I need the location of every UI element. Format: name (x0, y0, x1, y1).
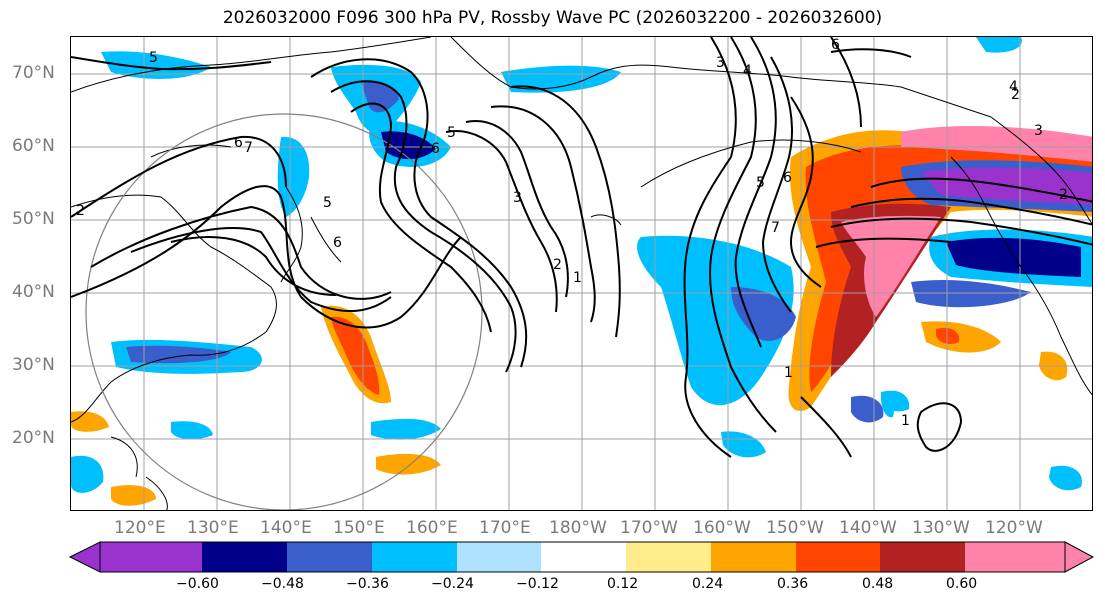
colorbar-tick-label: 0.12 (607, 576, 639, 592)
contour-label: 6 (783, 170, 792, 186)
colorbar-tick-label: −0.48 (261, 576, 304, 592)
colorbar-swatch (372, 542, 457, 572)
contour-label: 2 (1059, 187, 1068, 203)
colorbar-swatch (287, 542, 372, 572)
contour-label: 1 (784, 365, 793, 381)
colorbar-swatch (965, 542, 1065, 572)
lon-label: 140°E (260, 518, 312, 538)
contour-label: 6 (831, 37, 840, 53)
contour-labels: 5 6 7 5 6 5 6 3 2 1 3 4 5 6 7 1 1 2 3 4 … (76, 37, 1068, 429)
contour-label: 5 (149, 50, 158, 66)
lon-label: 170°W (620, 518, 678, 538)
colorbar (68, 541, 1095, 573)
lon-label: 170°E (479, 518, 531, 538)
colorbar-tick-label: 0.60 (946, 576, 978, 592)
lat-label: 20°N (12, 428, 55, 448)
colorbar-swatch (711, 542, 796, 572)
colorbar-swatch (880, 542, 965, 572)
contour-label: 4 (743, 63, 752, 79)
lon-label: 160°W (693, 518, 751, 538)
colorbar-tick-label: −0.36 (346, 576, 389, 592)
lat-label: 40°N (12, 282, 55, 302)
map-canvas: 5 6 7 5 6 5 6 3 2 1 3 4 5 6 7 1 1 2 3 4 … (71, 37, 1092, 510)
lon-label: 140°W (839, 518, 897, 538)
contour-label: 2 (1011, 87, 1020, 103)
contour-label: 4 (1009, 79, 1018, 95)
colorbar-swatch (202, 542, 287, 572)
pv-shading (71, 37, 1092, 506)
contour-label: 3 (1034, 123, 1043, 139)
contour-label: 7 (771, 220, 780, 236)
colorbar-tick-label: −0.60 (176, 576, 219, 592)
contour-label: 5 (323, 195, 332, 211)
colorbar-swatch (796, 542, 880, 572)
lat-label: 70°N (12, 63, 55, 83)
colorbar-tick-label: 0.24 (692, 576, 724, 592)
map-title: 2026032000 F096 300 hPa PV, Rossby Wave … (222, 8, 883, 28)
lat-label: 50°N (12, 209, 55, 229)
contour-label: 5 (447, 125, 456, 141)
contour-label: 6 (431, 141, 440, 157)
lat-label: 60°N (12, 136, 55, 156)
lon-label: 150°E (333, 518, 385, 538)
lon-label: 130°E (187, 518, 239, 538)
contour-label: 6 (234, 135, 243, 151)
contour-label: 3 (716, 55, 725, 71)
colorbar-min-arrow (68, 541, 101, 573)
colorbar-tick-label: −0.12 (516, 576, 559, 592)
colorbar-tick-label: 0.48 (862, 576, 894, 592)
colorbar-swatch (626, 542, 711, 572)
colorbar-max-arrow (1064, 541, 1095, 573)
contour-label: 2 (76, 203, 85, 219)
colorbar-tick-label: −0.24 (431, 576, 474, 592)
streamfunction-contours (71, 37, 1092, 458)
contour-label: 1 (573, 270, 582, 286)
lon-label: 120°E (114, 518, 166, 538)
lon-label: 160°E (406, 518, 458, 538)
lon-label: 150°W (766, 518, 824, 538)
contour-label: 3 (513, 190, 522, 206)
lon-label: 120°W (985, 518, 1043, 538)
map-panel: 5 6 7 5 6 5 6 3 2 1 3 4 5 6 7 1 1 2 3 4 … (70, 36, 1093, 511)
lon-label: 180°W (549, 518, 607, 538)
circle-outline (85, 113, 483, 510)
contour-label: 2 (553, 257, 562, 273)
colorbar-tick-label: 0.36 (777, 576, 809, 592)
contour-label: 5 (756, 175, 765, 191)
lon-label: 130°W (912, 518, 970, 538)
colorbar-swatch (457, 542, 541, 572)
contour-label: 7 (244, 140, 253, 156)
contour-label: 6 (333, 235, 342, 251)
colorbar-swatch (541, 542, 626, 572)
colorbar-swatch (100, 542, 202, 572)
graticule (71, 37, 1092, 510)
contour-label: 1 (901, 413, 910, 429)
lat-label: 30°N (12, 355, 55, 375)
colorbar-outline (99, 541, 1066, 573)
